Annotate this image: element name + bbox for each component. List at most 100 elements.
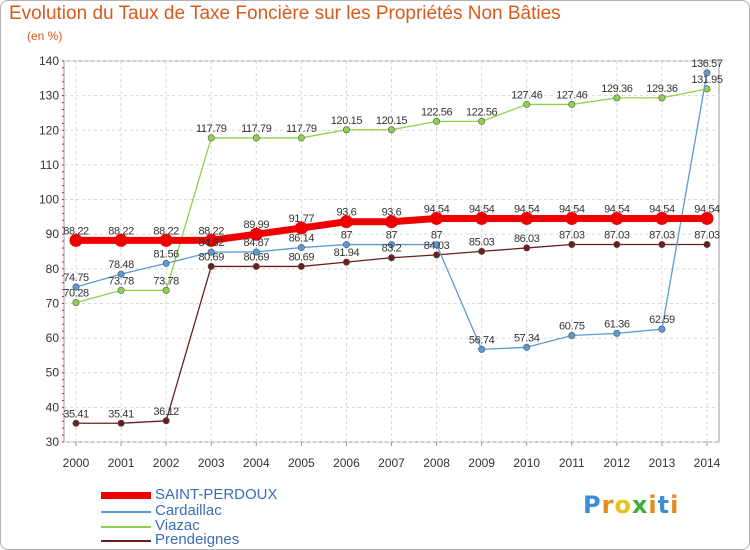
data-label: 81.56 — [153, 248, 179, 260]
y-tick-label: 130 — [39, 89, 59, 103]
data-label: 87.03 — [694, 229, 720, 241]
unit-label: (en %) — [27, 29, 63, 43]
data-point — [297, 244, 305, 252]
y-tick-label: 80 — [46, 262, 60, 276]
data-point — [520, 211, 534, 225]
data-point — [69, 233, 83, 247]
data-point — [297, 134, 305, 142]
data-label: 93.6 — [337, 207, 357, 219]
data-point — [207, 248, 215, 256]
x-tick-label: 2001 — [108, 456, 135, 470]
logo-letter: t — [657, 491, 671, 519]
data-point — [342, 258, 350, 266]
data-label: 89.99 — [244, 219, 270, 231]
data-label: 127.46 — [556, 89, 588, 101]
data-label: 81.94 — [334, 247, 360, 259]
data-point — [523, 343, 531, 351]
data-label: 80.69 — [244, 251, 270, 263]
data-label: 87 — [341, 230, 353, 242]
data-label: 122.56 — [466, 106, 498, 118]
y-tick-label: 60 — [46, 331, 60, 345]
legend-swatch-cardaillac — [101, 511, 151, 513]
data-point — [475, 211, 489, 225]
legend-label-viazac: Viazac — [155, 517, 200, 534]
logo-letter: P — [583, 491, 602, 519]
data-point — [117, 419, 125, 427]
data-point — [387, 241, 395, 249]
legend-label-prendeignes: Prendeignes — [155, 531, 240, 548]
y-tick-label: 120 — [39, 123, 59, 137]
legend-label-saint-perdoux: SAINT-PERDOUX — [155, 486, 278, 503]
data-label: 73.78 — [153, 275, 179, 287]
data-point — [207, 262, 215, 270]
data-point — [568, 240, 576, 248]
data-label: 94.54 — [514, 203, 540, 215]
data-point — [478, 117, 486, 125]
x-tick-label: 2002 — [153, 456, 180, 470]
data-point — [72, 283, 80, 291]
data-point — [117, 286, 125, 294]
y-tick-label: 40 — [46, 400, 60, 414]
data-point — [387, 254, 395, 262]
data-label: 94.54 — [559, 203, 585, 215]
data-point — [162, 286, 170, 294]
data-point — [159, 233, 173, 247]
proxiti-logo: Proxiti — [583, 491, 679, 519]
data-point — [294, 221, 308, 235]
data-label: 129.36 — [601, 83, 633, 95]
legend-swatch-prendeignes — [101, 540, 151, 542]
data-point — [204, 233, 218, 247]
logo-letter: r — [601, 491, 615, 519]
x-tick-label: 2008 — [423, 456, 450, 470]
x-tick-label: 2003 — [198, 456, 225, 470]
x-tick-label: 2009 — [468, 456, 495, 470]
data-label: 87.03 — [559, 229, 585, 241]
data-point — [478, 345, 486, 353]
data-point — [297, 262, 305, 270]
data-label: 60.75 — [559, 320, 585, 332]
data-label: 87.03 — [604, 229, 630, 241]
data-point — [117, 270, 125, 278]
data-label: 84.87 — [244, 237, 270, 249]
data-point — [339, 215, 353, 229]
y-tick-label: 140 — [39, 54, 59, 68]
data-point — [433, 117, 441, 125]
data-label: 36.12 — [153, 406, 179, 418]
data-label: 57.34 — [514, 332, 540, 344]
data-label: 117.79 — [286, 123, 317, 135]
data-label: 73.78 — [108, 275, 134, 287]
data-point — [658, 240, 666, 248]
logo-letter: o — [614, 491, 632, 519]
data-point — [613, 329, 621, 337]
data-label: 35.41 — [63, 408, 89, 420]
data-point — [658, 325, 666, 333]
x-tick-label: 2006 — [333, 456, 360, 470]
y-tick-label: 50 — [46, 366, 60, 380]
data-label: 86.14 — [289, 233, 315, 245]
data-point — [523, 100, 531, 108]
data-label: 61.36 — [604, 318, 630, 330]
data-label: 94.54 — [469, 203, 495, 215]
chart-title: Evolution du Taux de Taxe Foncière sur l… — [9, 3, 561, 24]
data-label: 93.6 — [382, 207, 402, 219]
data-point — [342, 126, 350, 134]
data-point — [568, 331, 576, 339]
data-label: 94.54 — [694, 203, 720, 215]
data-label: 80.69 — [289, 251, 315, 263]
data-point — [610, 211, 624, 225]
x-tick-label: 2007 — [378, 456, 405, 470]
data-label: 120.15 — [376, 115, 408, 127]
data-point — [342, 241, 350, 249]
data-label: 94.54 — [649, 203, 675, 215]
y-tick-label: 110 — [40, 158, 59, 172]
data-point — [385, 215, 398, 229]
data-label: 86.03 — [514, 233, 540, 245]
data-point — [162, 259, 170, 267]
x-tick-label: 2013 — [649, 456, 676, 470]
logo-letter: i — [670, 491, 680, 519]
data-point — [478, 247, 486, 255]
y-tick-label: 90 — [46, 227, 60, 241]
data-point — [207, 134, 215, 142]
